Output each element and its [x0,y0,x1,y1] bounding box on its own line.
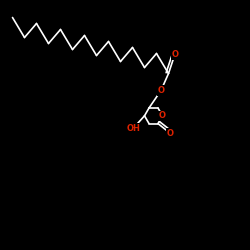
Text: O: O [166,128,173,138]
Text: OH: OH [126,124,140,133]
Text: O: O [171,50,178,59]
Text: O: O [158,86,164,95]
Text: O: O [159,111,166,120]
